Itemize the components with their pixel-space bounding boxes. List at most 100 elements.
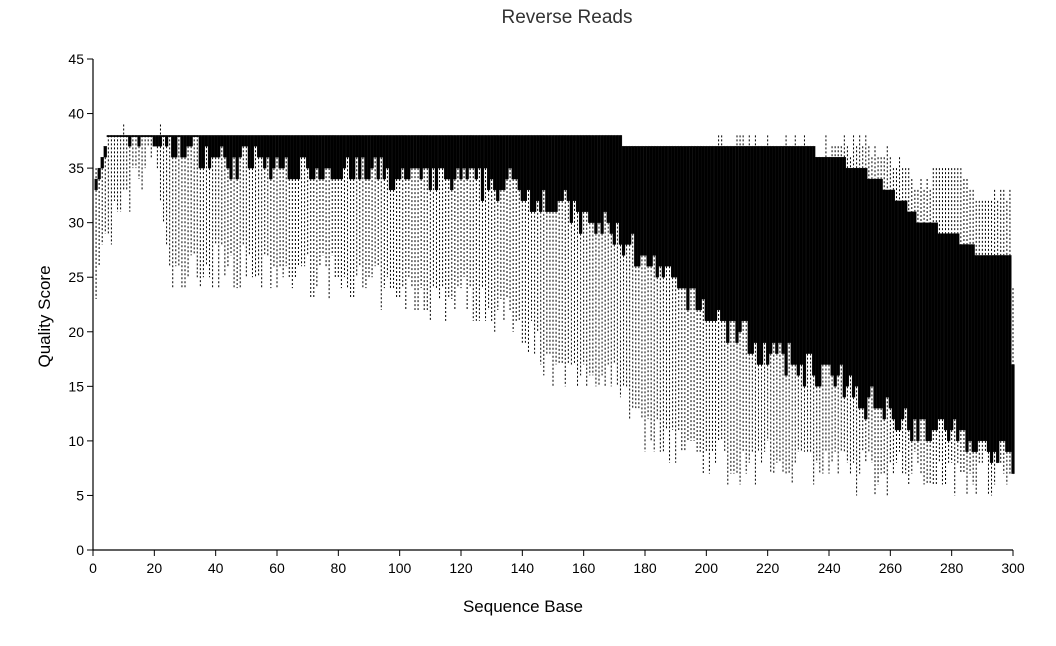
box-base-255 — [873, 146, 877, 496]
box-base-3 — [100, 157, 104, 245]
iqr-box — [364, 135, 368, 180]
box-base-149 — [548, 135, 552, 354]
iqr-box — [508, 135, 512, 169]
iqr-box — [904, 200, 908, 409]
box-base-170 — [612, 135, 616, 365]
iqr-box — [177, 135, 181, 138]
iqr-box — [848, 167, 853, 376]
iqr-box — [695, 146, 699, 311]
x-tick-label: 300 — [1001, 560, 1025, 576]
iqr-box — [959, 244, 963, 431]
iqr-box — [330, 135, 334, 180]
box-base-107 — [419, 135, 423, 289]
iqr-box — [106, 135, 110, 138]
iqr-box — [698, 146, 702, 311]
iqr-box — [493, 135, 497, 191]
box-base-199 — [701, 146, 705, 474]
box-base-140 — [520, 135, 524, 343]
iqr-box — [839, 157, 843, 365]
iqr-box — [419, 135, 423, 180]
box-base-144 — [532, 135, 537, 354]
box-base-184 — [655, 146, 659, 420]
box-base-123 — [468, 135, 472, 289]
box-base-10 — [122, 124, 126, 190]
x-tick-label: 120 — [449, 560, 473, 576]
iqr-box — [100, 157, 104, 169]
iqr-box — [189, 135, 193, 147]
iqr-box — [861, 167, 865, 409]
iqr-box — [474, 135, 478, 180]
iqr-box — [864, 167, 868, 420]
box-base-262 — [894, 168, 899, 463]
iqr-box — [805, 146, 810, 354]
iqr-box — [858, 167, 862, 409]
iqr-box — [471, 135, 475, 169]
iqr-box — [827, 157, 831, 365]
iqr-box — [103, 146, 107, 158]
box-base-116 — [447, 135, 451, 300]
iqr-box — [683, 146, 687, 289]
box-base-132 — [496, 135, 500, 310]
iqr-box — [723, 146, 727, 322]
iqr-box — [125, 135, 129, 138]
box-base-260 — [888, 157, 892, 463]
iqr-box — [118, 135, 123, 138]
box-base-41 — [217, 135, 221, 289]
box-base-40 — [214, 135, 218, 245]
iqr-box — [407, 135, 411, 180]
box-base-103 — [407, 135, 411, 278]
box-base-60 — [275, 135, 279, 289]
box-base-55 — [260, 135, 264, 289]
iqr-box — [643, 146, 647, 256]
box-base-156 — [569, 135, 574, 365]
box-base-155 — [566, 135, 570, 365]
iqr-box — [566, 135, 570, 201]
box-base-117 — [450, 135, 454, 300]
iqr-box — [115, 135, 120, 138]
box-base-267 — [910, 179, 914, 474]
iqr-box — [217, 135, 221, 158]
box-base-234 — [808, 146, 813, 452]
box-base-118 — [453, 135, 457, 310]
iqr-box — [545, 135, 549, 212]
iqr-box — [600, 135, 604, 234]
iqr-box — [155, 135, 160, 147]
box-base-160 — [582, 135, 586, 365]
iqr-box — [965, 244, 969, 452]
iqr-box — [499, 135, 503, 191]
iqr-box — [664, 146, 669, 267]
box-base-36 — [201, 135, 206, 278]
box-base-136 — [508, 135, 512, 310]
iqr-box — [514, 135, 518, 180]
iqr-box — [370, 135, 374, 169]
box-base-82 — [342, 135, 347, 278]
box-base-32 — [189, 135, 193, 256]
iqr-box — [962, 244, 966, 431]
iqr-box — [226, 135, 230, 169]
iqr-box — [747, 146, 751, 354]
box-base-54 — [256, 135, 261, 278]
iqr-box — [333, 135, 337, 180]
iqr-box — [453, 135, 457, 180]
iqr-box — [1008, 255, 1012, 452]
box-base-14 — [134, 135, 138, 169]
box-base-88 — [361, 135, 365, 289]
box-base-228 — [790, 146, 794, 485]
box-base-150 — [551, 135, 555, 387]
box-base-53 — [253, 135, 258, 278]
iqr-box — [999, 255, 1003, 442]
iqr-box — [704, 146, 708, 322]
box-base-92 — [373, 135, 377, 267]
iqr-box — [256, 135, 261, 158]
y-tick-label: 10 — [68, 433, 84, 449]
iqr-box — [385, 135, 390, 169]
box-base-96 — [385, 135, 390, 278]
box-base-189 — [670, 146, 675, 430]
box-base-218 — [759, 146, 764, 463]
box-base-46 — [232, 135, 236, 289]
iqr-box — [486, 135, 491, 191]
box-base-145 — [536, 135, 540, 332]
iqr-box — [459, 135, 463, 180]
iqr-box — [284, 135, 288, 158]
iqr-box — [122, 135, 126, 138]
